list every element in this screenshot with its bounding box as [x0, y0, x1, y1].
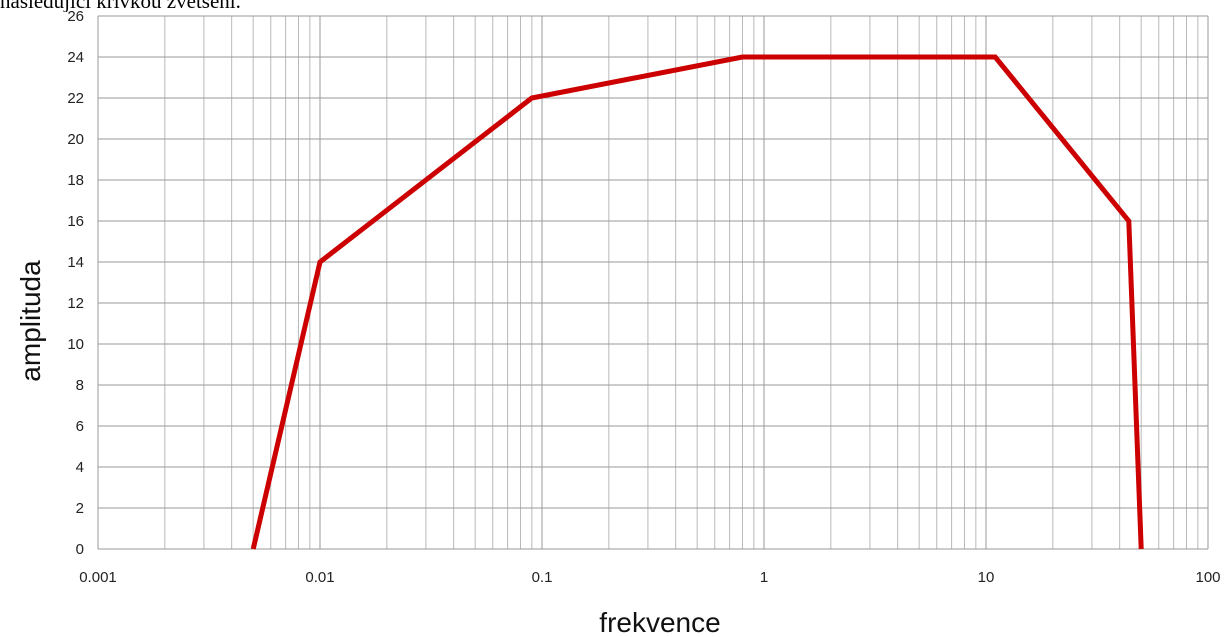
y-tick-label: 14: [67, 254, 84, 271]
x-tick-label: 0.1: [532, 569, 553, 586]
caption-text: následující křivkou zvětšení.: [0, 0, 241, 12]
y-tick-label: 18: [67, 172, 84, 189]
x-tick-label: 1: [760, 569, 768, 586]
y-tick-label: 12: [67, 295, 84, 312]
grid: [97, 15, 1209, 550]
y-tick-label: 6: [76, 418, 84, 435]
x-tick-label: 10: [978, 569, 995, 586]
x-tick-labels: 0.001 0.01 0.1 1 10 100: [79, 569, 1220, 586]
y-tick-label: 10: [67, 336, 84, 353]
y-tick-label: 22: [67, 90, 84, 107]
y-tick-label: 8: [76, 377, 84, 394]
y-axis-title: amplituda: [15, 260, 46, 382]
series-group: [250, 54, 1144, 550]
y-tick-label: 16: [67, 213, 84, 230]
x-tick-label: 100: [1195, 569, 1220, 586]
x-tick-label: 0.001: [79, 569, 117, 586]
y-tick-label: 4: [76, 459, 84, 476]
y-tick-label: 26: [67, 8, 84, 25]
series-line: [250, 54, 1144, 550]
x-tick-label: 0.01: [305, 569, 334, 586]
y-tick-label: 2: [76, 500, 84, 517]
y-tick-label: 20: [67, 131, 84, 148]
y-tick-label: 24: [67, 49, 84, 66]
x-axis-title: frekvence: [599, 607, 720, 637]
y-tick-label: 0: [76, 541, 84, 558]
